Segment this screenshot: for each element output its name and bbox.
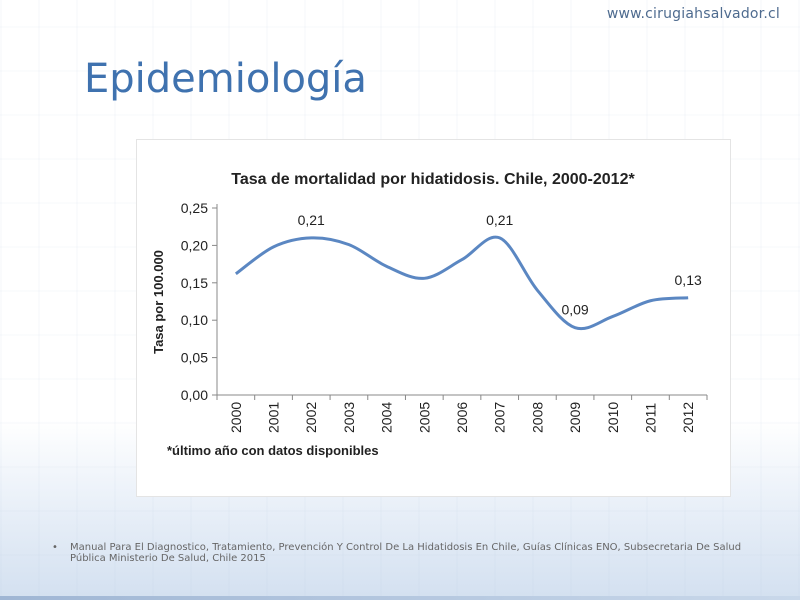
series-line — [234, 235, 689, 331]
x-tick-label: 2009 — [567, 402, 583, 433]
source-text: Manual Para El Diagnostico, Tratamiento,… — [70, 542, 742, 564]
y-tick-label: 0,00 — [181, 387, 208, 403]
x-tick-label: 2001 — [266, 402, 282, 433]
data-label: 0,13 — [675, 272, 702, 288]
line-chart: Tasa de mortalidad por hidatidosis. Chil… — [151, 171, 708, 458]
x-tick-label: 2006 — [454, 402, 470, 433]
y-tick-label: 0,05 — [181, 350, 208, 366]
x-tick-label: 2008 — [529, 402, 545, 433]
x-tick-label: 2011 — [642, 403, 658, 433]
x-tick-label: 2003 — [341, 402, 357, 433]
x-tick-label: 2012 — [680, 402, 696, 433]
chart-container: Tasa de mortalidad por hidatidosis. Chil… — [136, 139, 731, 497]
data-label: 0,21 — [486, 212, 513, 228]
y-tick-label: 0,15 — [181, 275, 208, 291]
bottom-border — [0, 596, 800, 600]
y-tick-label: 0,20 — [181, 237, 208, 253]
chart-footnote: *último año con datos disponibles — [167, 443, 379, 458]
y-tick-label: 0,10 — [181, 312, 208, 328]
y-tick-label: 0,25 — [181, 200, 208, 216]
bullet-icon: • — [52, 542, 58, 553]
y-axis-label: Tasa por 100.000 — [151, 250, 166, 354]
x-tick-label: 2004 — [379, 402, 395, 433]
x-tick-label: 2005 — [416, 402, 432, 433]
x-tick-label: 2002 — [303, 402, 319, 433]
x-tick-label: 2010 — [605, 402, 621, 433]
data-label: 0,21 — [298, 212, 325, 228]
x-tick-label: 2000 — [228, 402, 244, 433]
site-url: www.cirugiahsalvador.cl — [606, 6, 780, 22]
chart-title: Tasa de mortalidad por hidatidosis. Chil… — [231, 171, 635, 188]
slide-title: Epidemiología — [84, 56, 367, 102]
data-label: 0,09 — [561, 302, 588, 318]
x-tick-label: 2007 — [492, 402, 508, 433]
